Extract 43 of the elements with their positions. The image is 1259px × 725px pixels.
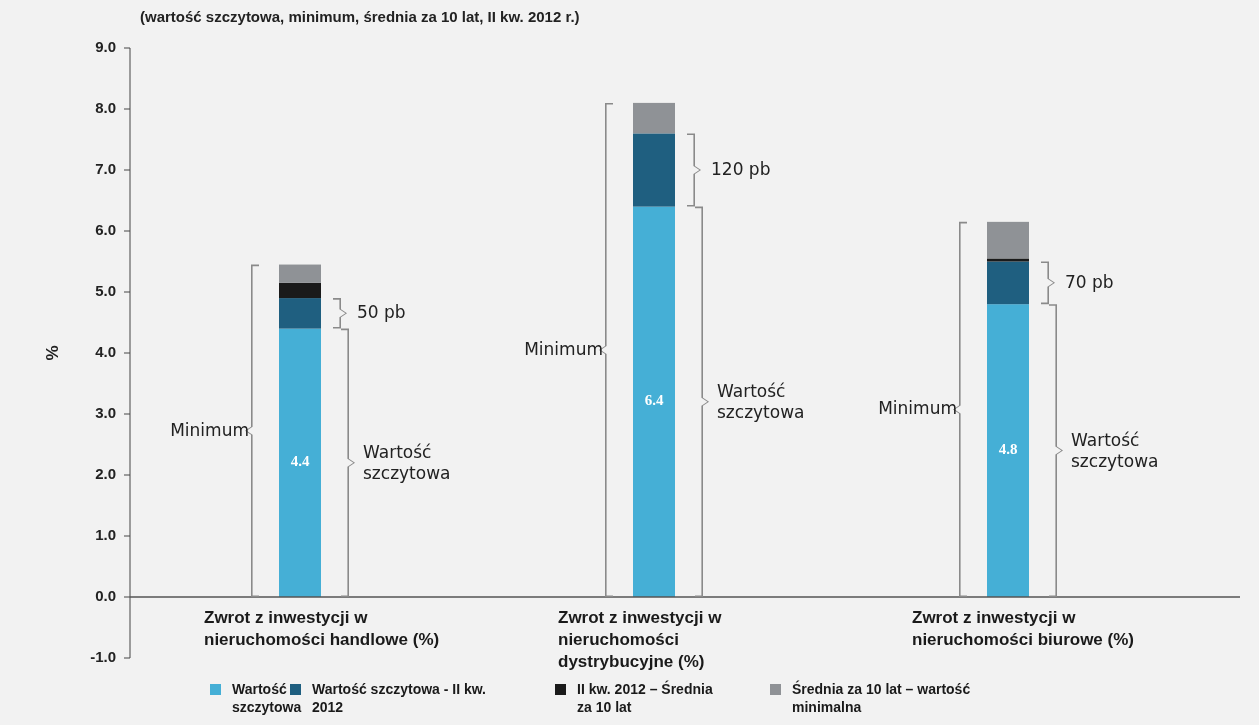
data-label: 6.4 [644,392,664,409]
legend-label: Średnia za 10 lat – wartość minimalna [792,679,971,715]
y-tick-label: 3.0 [95,403,116,421]
x-tick-label: Zwrot z inwestycji w nieruchomości handlowe (%) [204,608,440,649]
y-tick-label: 5.0 [95,281,116,299]
y-tick-label: 8.0 [95,98,116,116]
y-tick-label: 0.0 [95,586,116,604]
y-tick-label: 1.0 [95,525,116,543]
bar [279,298,321,329]
bar [279,328,321,597]
annotation: Wartość szczytowa [717,380,805,422]
bar [279,264,321,283]
y-tick-label: -1.0 [90,647,116,665]
annotation: Wartość szczytowa [363,441,451,483]
annotation: Minimum [524,338,603,359]
bar [633,133,675,207]
bar [987,304,1029,597]
annotation: 50 pb [357,302,406,323]
annotation: Wartość szczytowa [1071,429,1159,471]
bar [633,102,675,134]
y-tick-label: 7.0 [95,159,116,177]
y-tick-label: 9.0 [95,37,116,55]
bar [987,221,1029,259]
annotation: Minimum [878,398,957,419]
bar [987,258,1029,262]
chart-title: (wartość szczytowa, minimum, średnia za 10 lat, II kw. 2012 r.) [140,8,580,25]
y-axis-title: % [43,345,62,361]
data-label: 4.4 [290,453,310,470]
x-tick-label: Zwrot z inwestycji w nieruchomości biurowe (%) [912,608,1134,649]
data-label: 4.8 [998,441,1018,458]
legend-label: Wartość szczytowa - II kw. 2012 [312,680,487,715]
y-tick-label: 6.0 [95,220,116,238]
x-tick-label: Zwrot z inwestycji w nieruchomości dystrybucyjne (%) [558,608,723,671]
y-tick-label: 2.0 [95,464,116,482]
legend-label: II kw. 2012 – Średnia za 10 lat [577,679,713,715]
annotation: 120 pb [711,159,771,179]
bar [987,261,1029,305]
legend-label: Wartość szczytowa [232,680,302,715]
annotation: Minimum [170,419,249,440]
y-tick-label: 4.0 [95,342,116,360]
bar [633,206,675,597]
bar [279,282,321,299]
annotation: 70 pb [1065,271,1114,292]
